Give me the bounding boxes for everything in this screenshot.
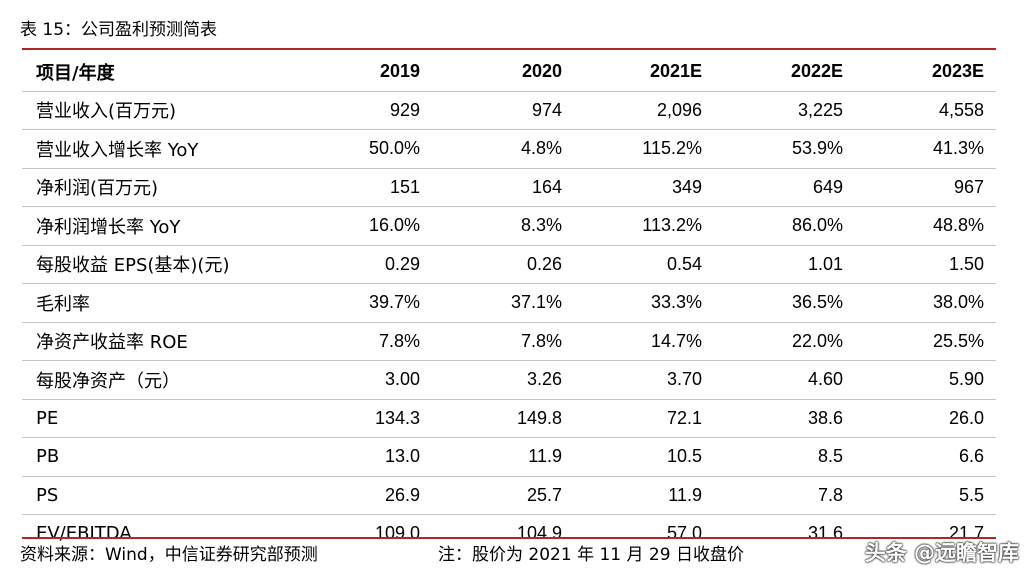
row-label: 净资产收益率 ROE <box>22 322 318 361</box>
table-title: 表 15：公司盈利预测简表 <box>20 20 218 40</box>
table-row: 净资产收益率 ROE 7.8% 7.8% 14.7% 22.0% 25.5% <box>22 322 996 361</box>
table-row: 每股收益 EPS(基本)(元) 0.29 0.26 0.54 1.01 1.50 <box>22 245 996 284</box>
table-cell: 0.54 <box>574 245 714 284</box>
row-label: 每股收益 EPS(基本)(元) <box>22 245 318 284</box>
table-cell: 38.6 <box>714 399 855 438</box>
table-cell: 25.5% <box>855 322 996 361</box>
table-cell: 72.1 <box>574 399 714 438</box>
table-cell: 38.0% <box>855 283 996 323</box>
table-cell: 33.3% <box>574 283 714 323</box>
table-cell: 929 <box>318 91 432 130</box>
table-cell: 53.9% <box>714 129 855 169</box>
row-label: PS <box>22 476 318 515</box>
table-cell: 967 <box>855 168 996 207</box>
earnings-forecast-table: 项目/年度 2019 2020 2021E 2022E 2023E 营业收入(百… <box>22 53 996 553</box>
table-cell: 39.7% <box>318 283 432 323</box>
table-cell: 41.3% <box>855 129 996 169</box>
table-cell: 14.7% <box>574 322 714 361</box>
price-note: 注：股价为 2021 年 11 月 29 日收盘价 <box>438 545 744 565</box>
table-cell: 1.50 <box>855 245 996 284</box>
row-label: 净利润(百万元) <box>22 168 318 207</box>
table-row: PS 26.9 25.7 11.9 7.8 5.5 <box>22 476 996 515</box>
table-cell: 3.70 <box>574 360 714 400</box>
row-label: 净利润增长率 YoY <box>22 206 318 246</box>
header-2023e: 2023E <box>855 53 996 92</box>
table-cell: 8.5 <box>714 437 855 477</box>
table-cell: 13.0 <box>318 437 432 477</box>
header-2021e: 2021E <box>574 53 714 92</box>
table-cell: 86.0% <box>714 206 855 246</box>
table-row: 净利润(百万元) 151 164 349 649 967 <box>22 168 996 207</box>
table-cell: 151 <box>318 168 432 207</box>
table-cell: 3.00 <box>318 360 432 400</box>
table-cell: 4,558 <box>855 91 996 130</box>
table-cell: 0.26 <box>432 245 574 284</box>
table-cell: 7.8% <box>318 322 432 361</box>
row-label: EV/EBITDA <box>36 523 132 545</box>
header-row: 项目/年度 2019 2020 2021E 2022E 2023E <box>22 53 996 92</box>
table-cell: 4.60 <box>714 360 855 400</box>
table-cell: 5.90 <box>855 360 996 400</box>
row-label: 营业收入增长率 YoY <box>22 129 318 169</box>
table-row: 营业收入(百万元) 929 974 2,096 3,225 4,558 <box>22 91 996 130</box>
row-label: 每股净资产（元） <box>22 360 318 400</box>
table-cell: 11.9 <box>432 437 574 477</box>
table-cell: 1.01 <box>714 245 855 284</box>
table-cell: 974 <box>432 91 574 130</box>
table-cell: 48.8% <box>855 206 996 246</box>
table-cell: 6.6 <box>855 437 996 477</box>
header-2020: 2020 <box>432 53 574 92</box>
table-cell: 7.8 <box>714 476 855 515</box>
table-row: 每股净资产（元） 3.00 3.26 3.70 4.60 5.90 <box>22 360 996 400</box>
row-label: PE <box>22 399 318 438</box>
table-cell: 2,096 <box>574 91 714 130</box>
table-cell: 25.7 <box>432 476 574 515</box>
table-cell: 36.5% <box>714 283 855 323</box>
row-label: PB <box>22 437 318 477</box>
watermark: 头条 @远瞻智库 <box>864 541 1019 565</box>
row-label: 毛利率 <box>22 283 318 323</box>
table-cell: 349 <box>574 168 714 207</box>
table-cell: 11.9 <box>574 476 714 515</box>
table-cell: 16.0% <box>318 206 432 246</box>
top-rule <box>22 48 996 50</box>
table-cell: 134.3 <box>318 399 432 438</box>
bottom-rule <box>22 537 996 539</box>
table-cell: 649 <box>714 168 855 207</box>
table-cell: 50.0% <box>318 129 432 169</box>
table-row: 毛利率 39.7% 37.1% 33.3% 36.5% 38.0% <box>22 283 996 323</box>
table-cell: 164 <box>432 168 574 207</box>
table-cell: 3,225 <box>714 91 855 130</box>
table-cell: 7.8% <box>432 322 574 361</box>
table-cell: 113.2% <box>574 206 714 246</box>
table-cell: 10.5 <box>574 437 714 477</box>
table-cell: 37.1% <box>432 283 574 323</box>
header-item-year: 项目/年度 <box>22 53 318 92</box>
table-row: PB 13.0 11.9 10.5 8.5 6.6 <box>22 437 996 477</box>
table-cell: 0.29 <box>318 245 432 284</box>
table-cell: 22.0% <box>714 322 855 361</box>
table-row: 净利润增长率 YoY 16.0% 8.3% 113.2% 86.0% 48.8% <box>22 206 996 246</box>
table-body: 营业收入(百万元) 929 974 2,096 3,225 4,558 营业收入增长率 Yo… <box>22 91 996 553</box>
header-2022e: 2022E <box>714 53 855 92</box>
source-note: 资料来源：Wind，中信证券研究部预测 <box>20 545 318 565</box>
table-cell: 8.3% <box>432 206 574 246</box>
row-label: 营业收入(百万元) <box>22 91 318 130</box>
table-cell: 5.5 <box>855 476 996 515</box>
table-cell: 149.8 <box>432 399 574 438</box>
table-row: 营业收入增长率 YoY 50.0% 4.8% 115.2% 53.9% 41.3% <box>22 129 996 169</box>
table-cell: 26.0 <box>855 399 996 438</box>
header-2019: 2019 <box>318 53 432 92</box>
table-cell: 115.2% <box>574 129 714 169</box>
table-row: PE 134.3 149.8 72.1 38.6 26.0 <box>22 399 996 438</box>
table-cell: 109.0 <box>374 523 420 544</box>
table-cell: 3.26 <box>432 360 574 400</box>
table-cell: 4.8% <box>432 129 574 169</box>
table-cell: 26.9 <box>318 476 432 515</box>
